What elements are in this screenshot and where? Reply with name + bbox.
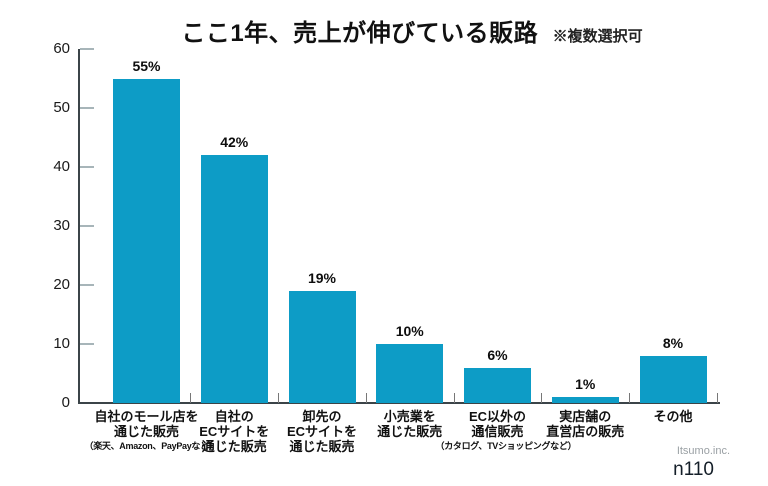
bar-value-label: 1% — [575, 376, 596, 393]
category-label: その他 — [611, 409, 735, 424]
sample-size-label: n110 — [673, 459, 714, 480]
category-label-line: ECサイトを — [286, 424, 358, 439]
chart-title-main: ここ1年、売上が伸びている販路 — [181, 20, 539, 47]
category-label-note: （楽天、Amazon、PayPayなど） — [84, 441, 218, 451]
y-axis-tick-label: 20 — [53, 276, 70, 293]
y-axis-tick-mark — [80, 343, 94, 345]
bar — [551, 397, 619, 403]
y-axis-tick-label: 30 — [53, 217, 70, 234]
category-boundary-tick — [278, 393, 280, 403]
category-label: 自社のモール店を 通じた販売 （楽天、Amazon、PayPayなど） — [84, 409, 218, 452]
category-boundary-tick — [629, 393, 631, 403]
chart-title-note: ※複数選択可 — [552, 28, 643, 45]
y-axis-tick-mark — [80, 225, 94, 227]
y-axis-tick-mark — [80, 284, 94, 286]
category-label-line: その他 — [653, 409, 693, 424]
category-label-line: 直営店の販売 — [546, 424, 625, 439]
y-axis-tick-label: 0 — [61, 394, 70, 411]
category-label-line: 自社のモール店を — [94, 409, 199, 424]
category-label: EC以外の 通信販売 （カタログ、TVショッピングなど） — [435, 409, 577, 452]
bar-value-label: 42% — [220, 134, 249, 151]
category-label-line: 実店舗の — [559, 409, 612, 424]
category-label: 自社の ECサイトを 通じた販売 — [172, 409, 296, 454]
bar-value-label: 55% — [132, 57, 161, 74]
brand-credit: Itsumo.inc. — [676, 445, 730, 457]
category-label: 小売業を 通じた販売 — [348, 409, 472, 439]
y-axis-line — [78, 49, 80, 403]
x-axis-line — [78, 402, 720, 404]
y-axis-tick-label: 50 — [53, 99, 70, 116]
bar-value-label: 6% — [487, 346, 508, 363]
bar — [464, 367, 531, 403]
y-axis-tick-mark — [80, 166, 94, 168]
y-axis-tick-label: 60 — [53, 40, 70, 57]
category-label-line: ECサイトを — [199, 424, 270, 439]
category-boundary-tick — [541, 393, 543, 403]
category-label-line: 通じた販売 — [377, 424, 443, 439]
category-label-line: 通じた販売 — [289, 439, 355, 454]
y-axis-tick-label: 40 — [53, 158, 70, 175]
y-axis-tick-mark — [80, 48, 94, 50]
category-label-line: 小売業を — [383, 409, 436, 424]
bar — [113, 78, 180, 403]
chart-title: ここ1年、売上が伸びている販路 ※複数選択可 — [56, 13, 768, 48]
y-axis-tick-label: 10 — [53, 335, 70, 352]
category-boundary-tick — [190, 393, 192, 403]
category-boundary-tick — [716, 393, 718, 403]
category-label: 実店舗の 直営店の販売 — [523, 409, 647, 439]
category-label-line: 卸先の — [302, 409, 342, 424]
category-label-line: EC以外の — [468, 409, 527, 424]
bar-value-label: 8% — [662, 334, 684, 351]
category-label-line: 通じた販売 — [113, 424, 179, 439]
bar-value-label: 10% — [395, 323, 424, 339]
y-axis-tick-mark — [80, 107, 94, 109]
bar — [200, 155, 268, 403]
category-boundary-tick — [453, 393, 455, 403]
bar — [376, 344, 444, 403]
category-label-line: 通信販売 — [471, 424, 524, 439]
category-label-line: 通じた販売 — [201, 439, 267, 454]
category-boundary-tick — [365, 393, 367, 403]
category-label-line: 自社の — [214, 409, 254, 424]
bar — [639, 355, 707, 403]
category-label: 卸先の ECサイトを 通じた販売 — [260, 409, 384, 454]
bar-value-label: 19% — [307, 269, 337, 286]
category-label-note: （カタログ、TVショッピングなど） — [435, 441, 577, 451]
bar — [288, 290, 356, 403]
